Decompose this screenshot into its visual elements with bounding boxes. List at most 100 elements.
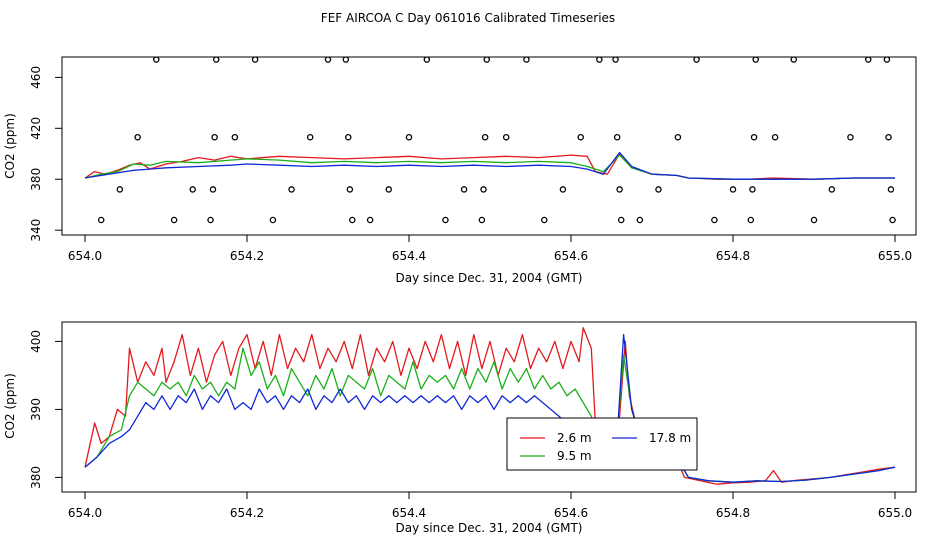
calibration-point <box>674 133 682 141</box>
legend-box <box>506 417 698 471</box>
calibration-point <box>349 216 356 224</box>
bottom-x-axis-label: Day since Dec. 31, 2004 (GMT) <box>396 521 583 535</box>
main-title: FEF AIRCOA C Day 061016 Calibrated Times… <box>321 11 615 25</box>
top-x-tick-label: 654.2 <box>230 249 264 263</box>
calibration-point <box>617 216 625 224</box>
bottom-series-2-6-m <box>84 327 896 485</box>
bottom-x-tick-label: 654.6 <box>554 506 588 520</box>
calibration-point <box>306 133 314 141</box>
top-plot-frame <box>61 56 917 236</box>
bottom-x-tick-label: 654.8 <box>716 506 750 520</box>
bottom-plot-frame <box>61 321 917 493</box>
calibration-point <box>170 216 178 224</box>
calibration-point <box>288 186 295 193</box>
bottom-x-tick-label: 654.0 <box>68 506 102 520</box>
top-x-tick-label: 654.4 <box>392 249 426 263</box>
calibration-point <box>116 186 124 193</box>
calibration-point <box>828 186 836 193</box>
calibration-point <box>483 57 491 63</box>
calibration-point <box>729 186 737 193</box>
bottom-x-tick-label: 655.0 <box>878 506 912 520</box>
calibration-point <box>577 133 584 141</box>
calibration-point <box>887 186 895 193</box>
calibration-point <box>207 216 214 224</box>
calibration-point <box>693 57 700 63</box>
calibration-point <box>189 186 196 193</box>
top-calibration-points <box>97 57 896 224</box>
legend-label-17-8m: 17.8 m <box>649 431 691 445</box>
calibration-point <box>790 57 797 63</box>
top-panel: Day since Dec. 31, 2004 (GMT) CO2 (ppm) … <box>3 56 917 285</box>
legend: 2.6 m 17.8 m 9.5 m <box>506 417 698 471</box>
calibration-point <box>251 57 259 63</box>
calibration-point <box>209 186 217 193</box>
calibration-point <box>613 133 621 141</box>
top-x-tick-label: 654.6 <box>554 249 588 263</box>
calibration-point <box>344 133 352 141</box>
calibration-point <box>366 216 374 224</box>
calibration-point <box>523 57 530 63</box>
calibration-point <box>655 186 662 193</box>
top-y-tick-label: 380 <box>29 168 43 191</box>
top-y-tick-label: 460 <box>29 66 43 89</box>
calibration-point <box>771 133 779 141</box>
bottom-series-17-8-m <box>84 333 896 483</box>
calibration-point <box>885 133 892 141</box>
top-y-axis-label: CO2 (ppm) <box>3 113 17 179</box>
calibration-point <box>559 186 567 193</box>
calibration-point <box>423 57 431 63</box>
calibration-point <box>480 186 487 193</box>
calibration-point <box>342 57 350 63</box>
top-y-tick-label: 340 <box>29 219 43 242</box>
calibration-point <box>810 216 818 224</box>
calibration-point <box>889 216 896 224</box>
bottom-y-tick-label: 380 <box>29 466 43 489</box>
top-x-tick-label: 655.0 <box>878 249 912 263</box>
bottom-x-tick-label: 654.2 <box>230 506 264 520</box>
calibration-point <box>481 133 489 141</box>
legend-label-2-6m: 2.6 m <box>557 431 592 445</box>
calibration-point <box>231 133 239 141</box>
calibration-point <box>752 57 759 63</box>
calibration-point <box>865 57 872 63</box>
calibration-point <box>346 186 354 193</box>
calibration-point <box>212 57 220 63</box>
calibration-point <box>211 133 218 141</box>
calibration-point <box>750 133 758 141</box>
calibration-point <box>269 216 277 224</box>
legend-label-9-5m: 9.5 m <box>557 449 592 463</box>
calibration-point <box>749 186 756 193</box>
calibration-point <box>97 216 105 224</box>
calibration-point <box>153 57 160 63</box>
calibration-point <box>385 186 392 193</box>
calibration-point <box>711 216 718 224</box>
calibration-point <box>883 57 891 63</box>
calibration-point <box>134 133 141 141</box>
top-x-tick-label: 654.0 <box>68 249 102 263</box>
calibration-point <box>612 57 619 63</box>
bottom-panel: Day since Dec. 31, 2004 (GMT) CO2 (ppm) … <box>3 321 917 535</box>
bottom-series-9-5-m <box>84 347 896 483</box>
top-x-axis-label: Day since Dec. 31, 2004 (GMT) <box>396 271 583 285</box>
top-y-tick-label: 420 <box>29 117 43 140</box>
calibration-point <box>847 133 854 141</box>
calibration-point <box>616 186 623 193</box>
calibration-point <box>502 133 510 141</box>
calibration-point <box>442 216 449 224</box>
top-x-tick-label: 654.8 <box>716 249 750 263</box>
calibration-point <box>541 216 548 224</box>
bottom-x-tick-label: 654.4 <box>392 506 426 520</box>
bottom-y-axis-label: CO2 (ppm) <box>3 373 17 439</box>
top-series-17-8-m <box>84 151 895 180</box>
calibration-point <box>636 216 644 224</box>
calibration-point <box>478 216 486 224</box>
calibration-point <box>747 216 755 224</box>
bottom-y-tick-label: 390 <box>29 398 43 421</box>
calibration-point <box>324 57 332 63</box>
calibration-point <box>460 186 468 193</box>
calibration-point <box>596 57 603 63</box>
calibration-point <box>405 133 413 141</box>
bottom-y-tick-label: 400 <box>29 330 43 353</box>
